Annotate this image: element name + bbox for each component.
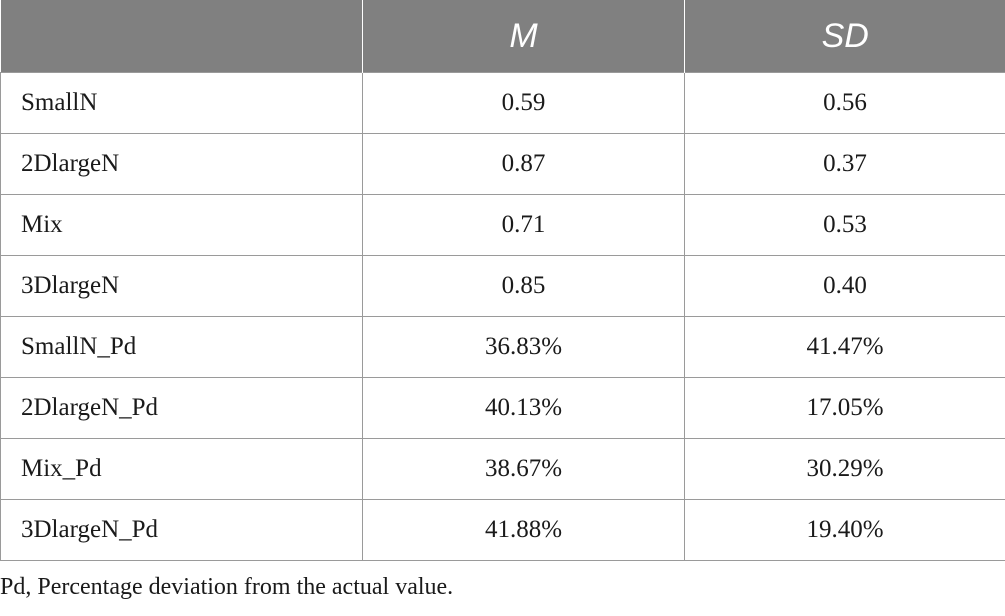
results-table-container: M SD SmallN 0.59 0.56 2DlargeN 0.87 0.37… <box>0 0 1005 561</box>
mean-value: 0.59 <box>362 72 685 134</box>
row-label: 3DlargeN_Pd <box>0 499 363 561</box>
row-label: 2DlargeN_Pd <box>0 377 363 439</box>
table-header-row: M SD <box>0 0 1005 73</box>
sd-value: 0.37 <box>684 133 1005 195</box>
mean-value: 36.83% <box>362 316 685 378</box>
mean-value: 0.87 <box>362 133 685 195</box>
table-row: 3DlargeN 0.85 0.40 <box>0 255 1005 317</box>
row-label: SmallN <box>0 72 363 134</box>
mean-value: 0.85 <box>362 255 685 317</box>
sd-value: 30.29% <box>684 438 1005 500</box>
sd-value: 19.40% <box>684 499 1005 561</box>
row-label: 3DlargeN <box>0 255 363 317</box>
mean-value: 41.88% <box>362 499 685 561</box>
table-row: SmallN 0.59 0.56 <box>0 72 1005 134</box>
mean-value: 40.13% <box>362 377 685 439</box>
row-label: 2DlargeN <box>0 133 363 195</box>
row-label: Mix_Pd <box>0 438 363 500</box>
table-row: Mix 0.71 0.53 <box>0 194 1005 256</box>
header-cell-sd: SD <box>684 0 1005 73</box>
mean-value: 38.67% <box>362 438 685 500</box>
header-cell-mean: M <box>362 0 685 73</box>
header-cell-label <box>0 0 363 73</box>
table-row: 2DlargeN_Pd 40.13% 17.05% <box>0 377 1005 439</box>
table-row: 3DlargeN_Pd 41.88% 19.40% <box>0 499 1005 561</box>
sd-value: 0.40 <box>684 255 1005 317</box>
sd-value: 41.47% <box>684 316 1005 378</box>
table-row: Mix_Pd 38.67% 30.29% <box>0 438 1005 500</box>
sd-value: 0.53 <box>684 194 1005 256</box>
mean-value: 0.71 <box>362 194 685 256</box>
row-label: SmallN_Pd <box>0 316 363 378</box>
table-row: 2DlargeN 0.87 0.37 <box>0 133 1005 195</box>
table-row: SmallN_Pd 36.83% 41.47% <box>0 316 1005 378</box>
table-footnote: Pd, Percentage deviation from the actual… <box>0 574 454 600</box>
row-label: Mix <box>0 194 363 256</box>
results-table: M SD SmallN 0.59 0.56 2DlargeN 0.87 0.37… <box>0 0 1005 561</box>
sd-value: 0.56 <box>684 72 1005 134</box>
sd-value: 17.05% <box>684 377 1005 439</box>
